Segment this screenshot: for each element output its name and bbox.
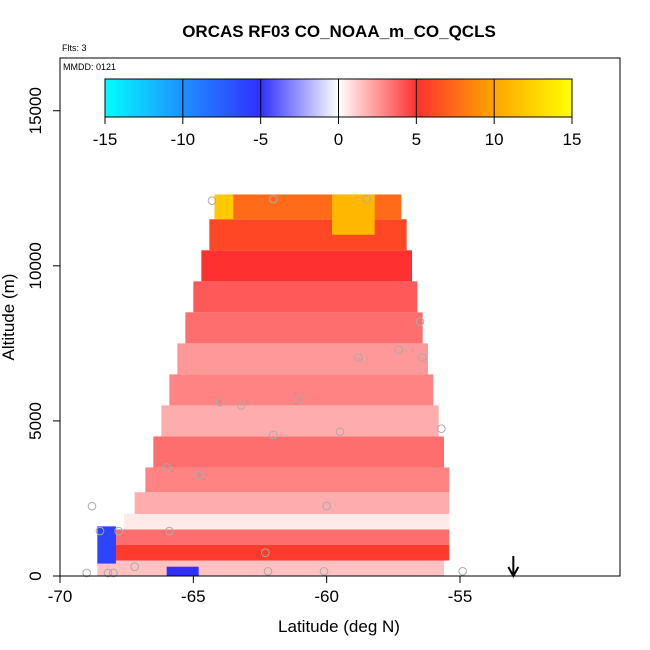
x-axis-label: Latitude (deg N) bbox=[278, 617, 400, 636]
observation-point-6 bbox=[418, 353, 427, 362]
observation-markers bbox=[82, 194, 467, 578]
heatmap-field bbox=[97, 194, 450, 576]
observation-point-16 bbox=[322, 501, 331, 511]
observation-point-18 bbox=[114, 526, 123, 536]
observation-point-23 bbox=[109, 568, 118, 578]
observation-point-2 bbox=[362, 194, 371, 204]
arrow-indicator bbox=[507, 556, 520, 579]
observation-point-9 bbox=[295, 394, 305, 404]
observation-point-3 bbox=[415, 317, 425, 326]
observation-point-13 bbox=[162, 463, 171, 472]
field-band-3 bbox=[124, 513, 450, 530]
y-axis-label: Altitude (m) bbox=[0, 274, 18, 361]
observation-point-11 bbox=[335, 427, 345, 437]
colorbar-tick-label-4: 5 bbox=[412, 130, 421, 149]
colorbar-tick-label-5: 10 bbox=[485, 130, 504, 149]
field-band-4 bbox=[134, 492, 450, 514]
y-axis: 0 5000 10000 15000 bbox=[26, 87, 60, 581]
colorbar-tick-label-3: 0 bbox=[334, 130, 343, 149]
x-tick-label-1: -65 bbox=[181, 587, 206, 606]
chart-title: ORCAS RF03 CO_NOAA_m_CO_QCLS bbox=[182, 22, 496, 41]
observation-point-14 bbox=[194, 470, 203, 480]
observation-point-20 bbox=[130, 562, 139, 571]
observation-point-8 bbox=[237, 401, 246, 410]
colorbar-tick-label-0: -15 bbox=[93, 130, 118, 149]
flights-label: Flts: 3 bbox=[62, 43, 87, 53]
y-tick-label-1: 5000 bbox=[26, 402, 45, 440]
observation-point-7 bbox=[215, 397, 225, 407]
field-band-2 bbox=[113, 529, 450, 545]
colorbar: -15 -10 -5 0 5 10 15 bbox=[93, 78, 582, 149]
observation-point-4 bbox=[394, 345, 403, 354]
field-band-9 bbox=[177, 343, 428, 375]
plot-area-frame bbox=[59, 57, 621, 577]
field-band-13 bbox=[209, 219, 407, 251]
observation-point-21 bbox=[82, 568, 91, 578]
y-tick-label-3: 15000 bbox=[26, 87, 45, 134]
x-tick-label-3: -55 bbox=[448, 587, 473, 606]
field-band-8 bbox=[169, 374, 434, 406]
colorbar-tick-label-1: -10 bbox=[171, 130, 196, 149]
observation-point-17 bbox=[95, 526, 105, 536]
date-label: MMDD: 0121 bbox=[63, 62, 116, 72]
observation-point-5 bbox=[354, 353, 363, 362]
x-axis: -70 -65 -60 -55 bbox=[48, 576, 473, 606]
observation-point-27 bbox=[458, 567, 467, 576]
x-tick-label-0: -70 bbox=[48, 587, 73, 606]
field-band-11 bbox=[193, 281, 418, 313]
observation-point-24 bbox=[261, 548, 270, 558]
field-band-12 bbox=[201, 250, 412, 282]
field-patch-3 bbox=[166, 566, 199, 576]
colorbar-tick-label-2: -5 bbox=[253, 130, 268, 149]
field-band-5 bbox=[145, 467, 450, 493]
observation-point-10 bbox=[269, 430, 278, 440]
observation-point-19 bbox=[165, 526, 174, 536]
observation-point-12 bbox=[437, 424, 446, 433]
colorbar-tick-label-6: 15 bbox=[563, 130, 582, 149]
observation-point-15 bbox=[87, 501, 97, 511]
field-band-6 bbox=[153, 436, 445, 468]
observation-point-0 bbox=[207, 196, 217, 205]
y-tick-label-0: 0 bbox=[26, 571, 45, 580]
observation-point-25 bbox=[263, 567, 273, 576]
observation-point-1 bbox=[269, 194, 278, 204]
observation-point-26 bbox=[319, 567, 329, 576]
field-patch-1 bbox=[214, 194, 234, 220]
field-band-7 bbox=[161, 405, 439, 437]
field-patch-2 bbox=[97, 526, 116, 564]
field-patch-0 bbox=[332, 194, 375, 235]
x-tick-label-2: -60 bbox=[314, 587, 339, 606]
field-band-1 bbox=[105, 544, 450, 561]
field-band-10 bbox=[185, 312, 423, 344]
y-tick-label-2: 10000 bbox=[26, 242, 45, 289]
observation-point-22 bbox=[103, 568, 113, 578]
